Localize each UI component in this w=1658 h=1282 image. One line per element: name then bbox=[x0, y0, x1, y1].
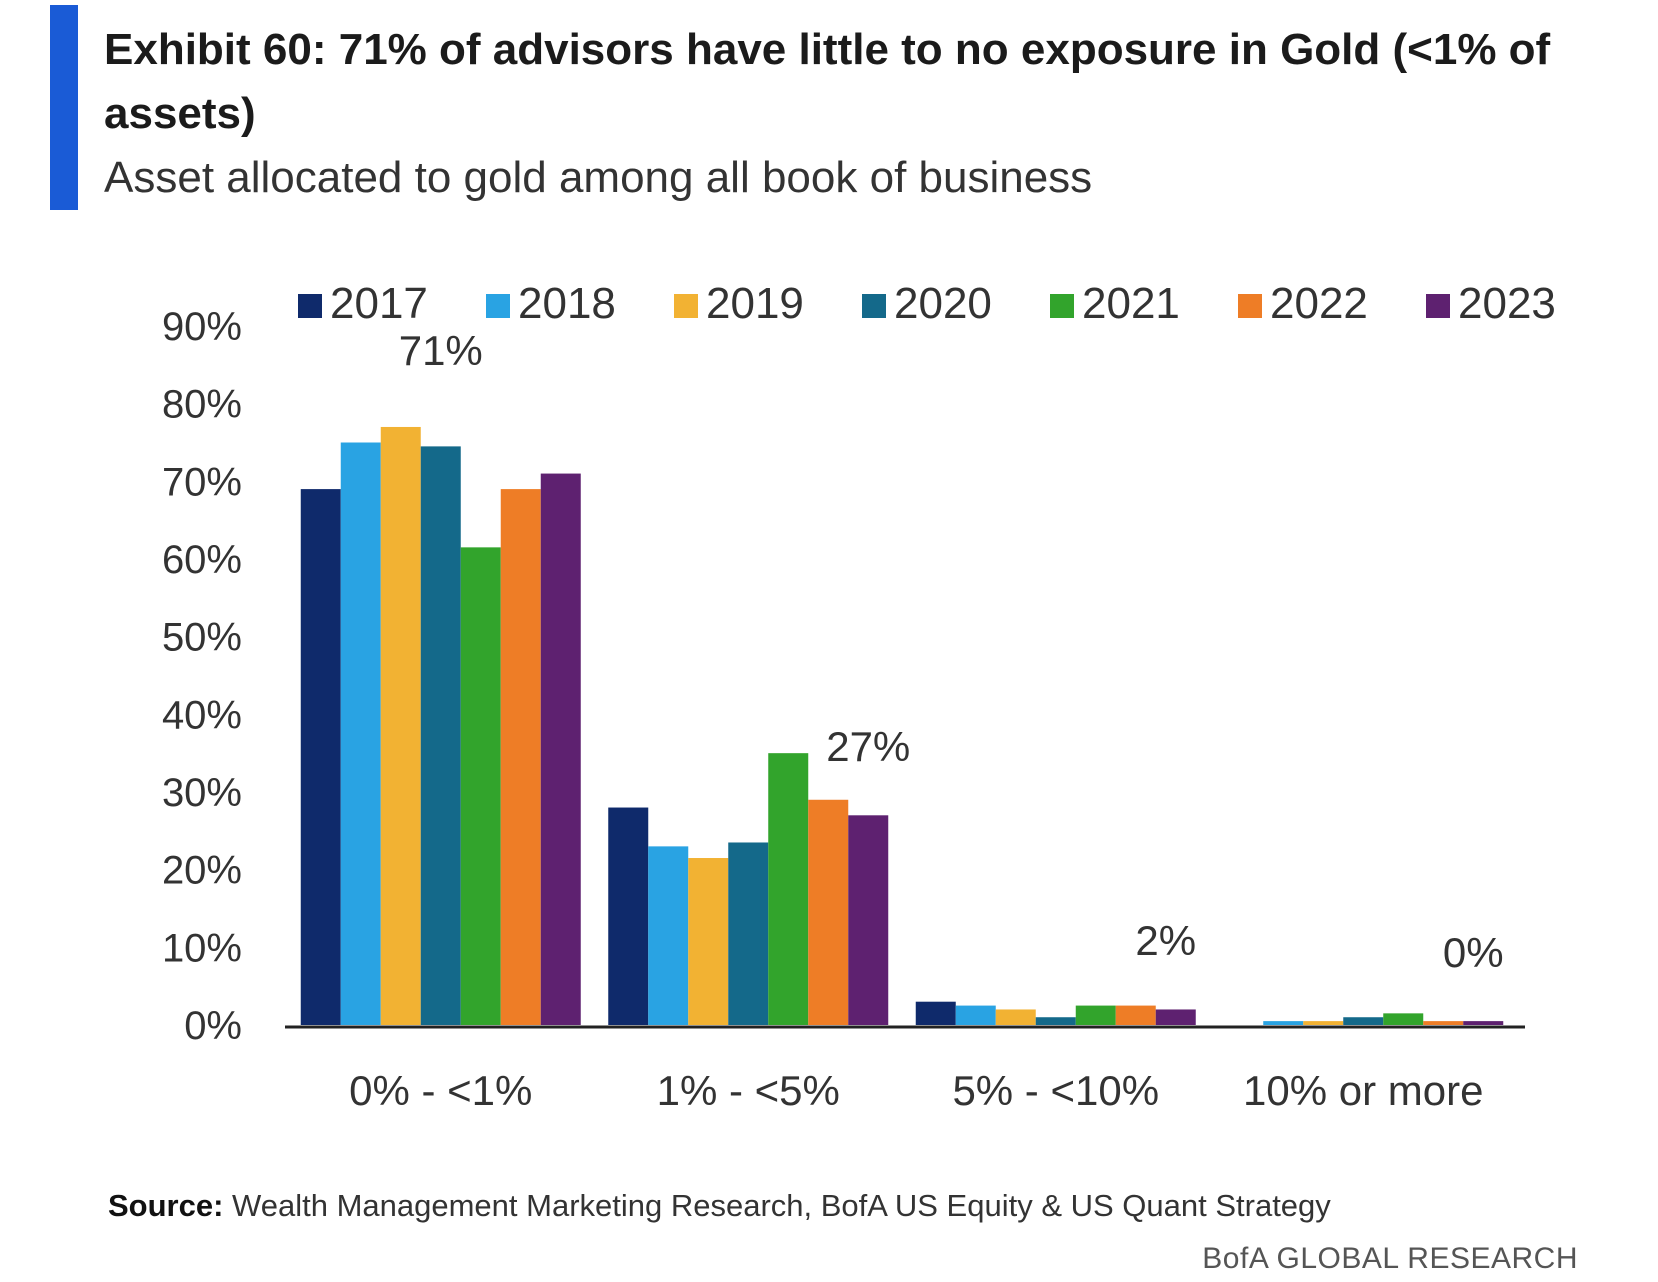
legend-swatch-2018 bbox=[486, 294, 510, 318]
bar-2017 bbox=[300, 489, 341, 1026]
bar-2019 bbox=[1303, 1021, 1344, 1025]
legend-label-2022: 2022 bbox=[1270, 279, 1368, 328]
y-tick-label: 20% bbox=[162, 849, 242, 893]
data-label: 71% bbox=[399, 327, 483, 374]
source-label: Source: bbox=[108, 1188, 224, 1223]
bar-2021 bbox=[1383, 1013, 1424, 1025]
bar-2019 bbox=[995, 1009, 1036, 1025]
bar-2023 bbox=[848, 815, 889, 1025]
source-text: Wealth Management Marketing Research, Bo… bbox=[232, 1188, 1331, 1223]
legend-swatch-2019 bbox=[674, 294, 698, 318]
bar-2018 bbox=[648, 846, 689, 1025]
legend-label-2023: 2023 bbox=[1458, 279, 1556, 328]
data-label: 0% bbox=[1443, 929, 1504, 976]
x-category-label: 1% - <5% bbox=[657, 1067, 840, 1114]
bar-2017 bbox=[915, 1001, 956, 1025]
legend-label-2017: 2017 bbox=[330, 279, 428, 328]
data-label: 27% bbox=[826, 723, 910, 770]
bar-2019 bbox=[380, 426, 421, 1025]
chart-title: Exhibit 60: 71% of advisors have little … bbox=[104, 25, 1551, 138]
bar-2022 bbox=[1423, 1021, 1464, 1025]
brand-label: BofA GLOBAL RESEARCH bbox=[1202, 1242, 1578, 1275]
legend-label-2018: 2018 bbox=[518, 279, 616, 328]
bar-2020 bbox=[728, 842, 769, 1025]
legend-swatch-2022 bbox=[1238, 294, 1262, 318]
legend-label-2020: 2020 bbox=[894, 279, 992, 328]
bar-2021 bbox=[460, 547, 501, 1025]
chart-subtitle: Asset allocated to gold among all book o… bbox=[104, 153, 1093, 202]
bar-2018 bbox=[340, 442, 381, 1025]
bar-2022 bbox=[808, 799, 849, 1025]
bar-2020 bbox=[1035, 1017, 1076, 1025]
bar-2017 bbox=[608, 807, 649, 1025]
legend-label-2019: 2019 bbox=[706, 279, 804, 328]
x-category-label: 0% - <1% bbox=[349, 1067, 532, 1114]
legend-swatch-2017 bbox=[298, 294, 322, 318]
x-category-label: 10% or more bbox=[1243, 1067, 1483, 1114]
bar-2020 bbox=[1343, 1017, 1384, 1025]
y-tick-label: 30% bbox=[162, 771, 242, 815]
bar-2023 bbox=[540, 473, 581, 1025]
y-tick-label: 50% bbox=[162, 616, 242, 660]
y-tick-label: 40% bbox=[162, 693, 242, 737]
bar-2018 bbox=[955, 1005, 996, 1025]
bar-2018 bbox=[1263, 1021, 1304, 1025]
bar-chart: 0% 10% 20% 30% 40% 50% 60% 70% 80% 90% 0% - <1% 1% … bbox=[162, 279, 1556, 1114]
bar-2022 bbox=[500, 489, 541, 1026]
bar-2020 bbox=[420, 446, 461, 1026]
bar-2023 bbox=[1463, 1021, 1504, 1025]
y-tick-label: 0% bbox=[184, 1004, 242, 1048]
bar-2022 bbox=[1115, 1005, 1156, 1025]
y-tick-label: 80% bbox=[162, 383, 242, 427]
bar-2023 bbox=[1155, 1009, 1196, 1025]
y-tick-label: 90% bbox=[162, 305, 242, 349]
y-tick-label: 70% bbox=[162, 460, 242, 504]
y-tick-label: 60% bbox=[162, 538, 242, 582]
legend-swatch-2023 bbox=[1426, 294, 1450, 318]
legend-label-2021: 2021 bbox=[1082, 279, 1180, 328]
data-label: 2% bbox=[1135, 917, 1196, 964]
bar-2021 bbox=[1075, 1005, 1116, 1025]
title-accent-bar bbox=[50, 5, 78, 210]
y-tick-label: 10% bbox=[162, 926, 242, 970]
bar-2021 bbox=[768, 753, 809, 1025]
bar-2019 bbox=[688, 858, 729, 1025]
legend-swatch-2020 bbox=[862, 294, 886, 318]
x-category-label: 5% - <10% bbox=[952, 1067, 1159, 1114]
source-note: Source: Wealth Management Marketing Rese… bbox=[108, 1188, 1331, 1224]
legend-swatch-2021 bbox=[1050, 294, 1074, 318]
